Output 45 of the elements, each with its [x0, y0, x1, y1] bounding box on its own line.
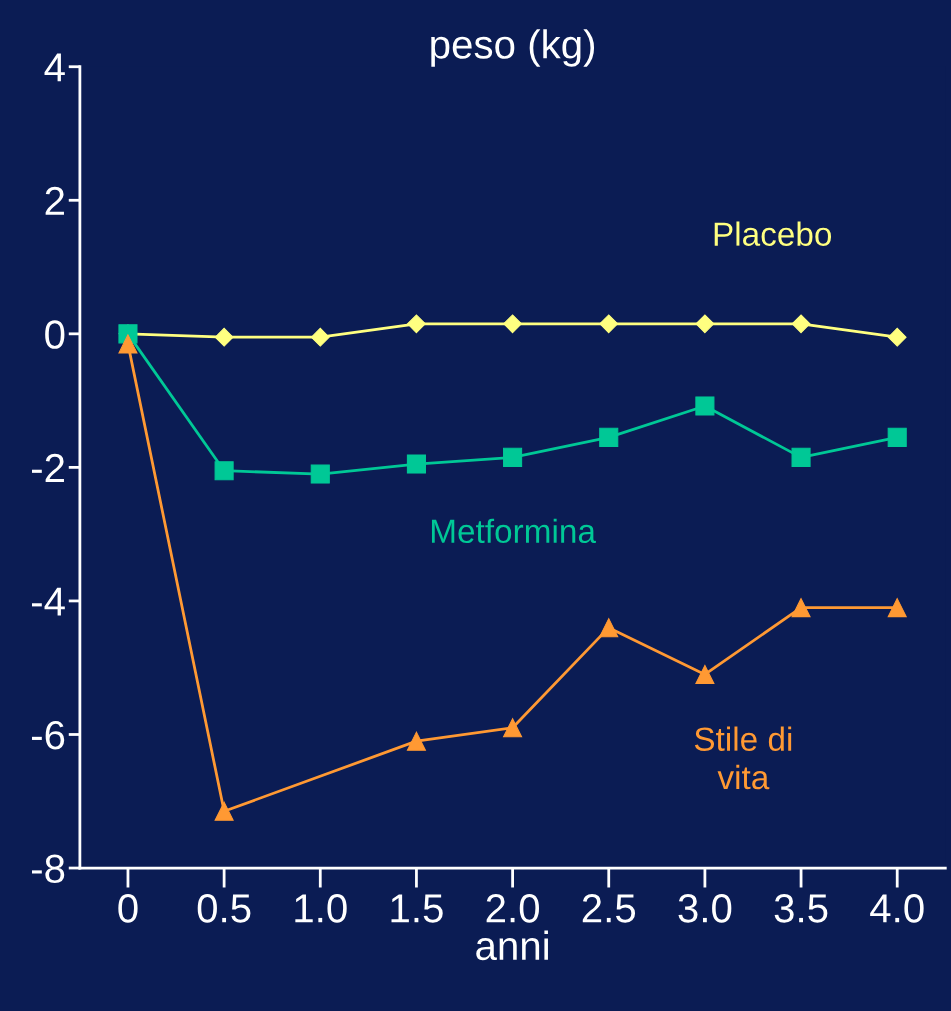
y-tick-label: -4 [31, 587, 65, 616]
x-tick-label: 4.0 [870, 894, 924, 923]
y-tick-label: -6 [31, 720, 65, 750]
point [695, 396, 715, 416]
point [214, 801, 234, 821]
text: Placebo [714, 221, 832, 246]
point [406, 454, 426, 474]
x-tick-label: 1.0 [295, 894, 347, 923]
point [599, 618, 619, 638]
x-tick-label: 2.5 [582, 894, 636, 923]
y-tick-label: 2 [45, 186, 64, 215]
chart-title: peso (kg) [431, 29, 595, 67]
x-tick-label: 2.0 [486, 894, 540, 923]
point [503, 447, 523, 467]
point [599, 427, 619, 447]
y-tick-label: -2 [31, 453, 64, 482]
point [599, 314, 619, 334]
point [118, 334, 138, 354]
x-tick-label: 3.0 [678, 894, 732, 923]
point [503, 314, 522, 334]
point [791, 314, 811, 334]
point [791, 447, 811, 467]
series-label: Stile di vita [694, 726, 792, 790]
y-tick-label: 0 [45, 320, 65, 349]
y-tick-label: -8 [31, 854, 65, 884]
point [310, 464, 330, 484]
point [695, 314, 715, 334]
series-label: Metformina [431, 518, 596, 544]
point [791, 598, 811, 618]
point [695, 664, 715, 684]
point [214, 327, 234, 347]
point [887, 427, 907, 447]
x-axis-title: anni [476, 930, 548, 961]
point [503, 718, 523, 738]
x-tick-label: 0.5 [197, 894, 251, 923]
point [887, 327, 907, 347]
point [406, 731, 426, 751]
point [310, 327, 330, 347]
x-tick-label: 3.5 [774, 894, 828, 923]
y-tick-label: 4 [44, 53, 65, 82]
x-tick-label: 1.5 [391, 894, 443, 923]
point [887, 598, 907, 618]
point [407, 314, 426, 334]
point [214, 461, 234, 481]
x-tick-label: 0 [118, 894, 138, 923]
